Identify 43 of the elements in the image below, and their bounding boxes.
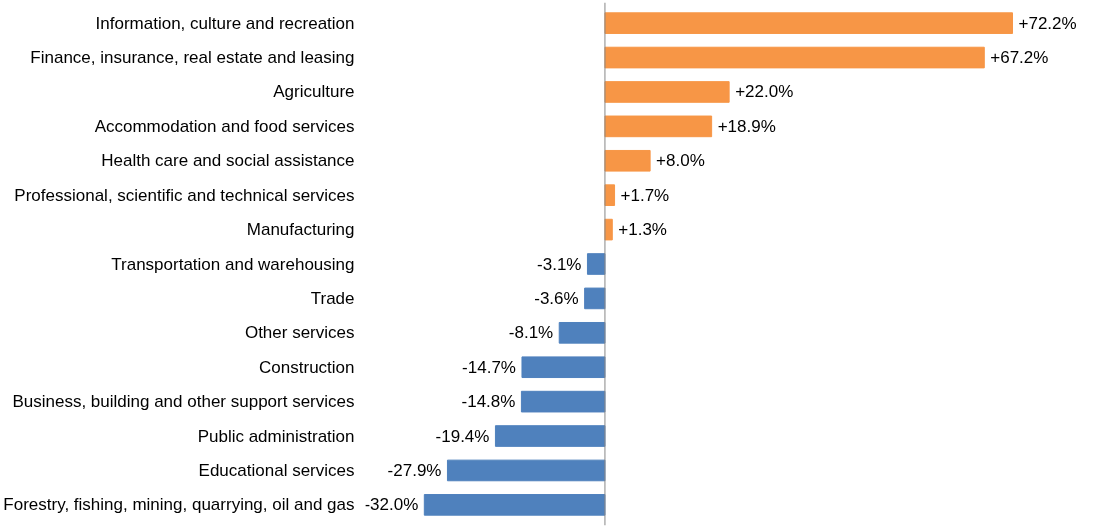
data-label: -3.6% <box>534 288 579 308</box>
y-tick-label: Business, building and other support services <box>12 392 355 412</box>
y-tick-label: Information, culture and recreation <box>95 13 355 33</box>
bar <box>586 253 606 275</box>
bar <box>584 287 606 310</box>
y-tick-label: Construction <box>259 357 355 377</box>
bar <box>604 81 730 103</box>
data-label: -27.9% <box>387 460 442 480</box>
data-label: -8.1% <box>508 323 554 343</box>
bar <box>520 390 606 413</box>
bar <box>604 149 651 172</box>
y-tick-label: Public administration <box>197 426 355 446</box>
bar <box>604 46 985 69</box>
data-label: -14.8% <box>461 392 516 412</box>
y-tick-label: Trade <box>310 288 355 308</box>
data-label: -19.4% <box>435 426 490 446</box>
bar <box>521 356 606 379</box>
data-label: +22.0% <box>735 82 794 102</box>
data-label: +1.7% <box>620 185 670 205</box>
y-tick-label: Other services <box>244 323 355 343</box>
data-label: +1.3% <box>618 220 667 240</box>
y-tick-label: Accommodation and food services <box>94 116 355 136</box>
y-tick-label: Health care and social assistance <box>101 151 355 171</box>
bar <box>604 115 713 138</box>
y-tick-label: Manufacturing <box>246 220 355 240</box>
data-label: -14.7% <box>462 357 516 377</box>
data-label: -32.0% <box>364 495 419 515</box>
y-tick-label: Forestry, fishing, mining, quarrying, oil and gas <box>3 495 355 515</box>
data-label: +67.2% <box>990 48 1049 68</box>
data-label: +8.0% <box>656 151 705 171</box>
bar <box>558 321 606 344</box>
data-label: -3.1% <box>537 254 582 274</box>
y-tick-label: Finance, insurance, real estate and leasing <box>30 48 355 68</box>
y-tick-label: Transportation and warehousing <box>111 254 355 274</box>
bar <box>423 494 606 516</box>
y-tick-label: Professional, scientific and technical services <box>14 185 355 205</box>
y-tick-label: Agriculture <box>273 82 355 102</box>
bar <box>494 425 606 447</box>
bar <box>604 12 1014 34</box>
data-label: +18.9% <box>717 116 776 136</box>
y-tick-label: Educational services <box>198 460 355 480</box>
bar <box>446 459 606 482</box>
data-label: +72.2% <box>1018 13 1077 33</box>
